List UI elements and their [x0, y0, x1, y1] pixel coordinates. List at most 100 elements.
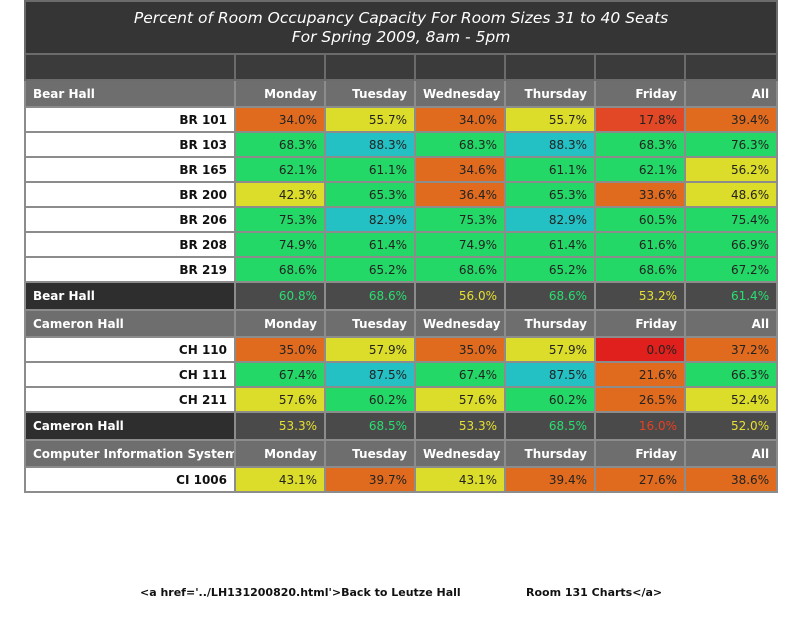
section-name: Computer Information Systems — [24, 439, 236, 468]
column-header-tuesday: Tuesday — [324, 309, 416, 338]
summary-cell: 53.2% — [594, 281, 686, 311]
occupancy-cell: 35.0% — [414, 336, 506, 363]
section-header-row: Bear Hall Monday Tuesday Wednesday Thursday F… — [24, 79, 779, 108]
occupancy-cell: 56.2% — [683, 156, 779, 183]
occupancy-cell: 82.9% — [504, 206, 596, 233]
occupancy-cell: 57.9% — [504, 336, 596, 363]
occupancy-cell: 68.3% — [594, 131, 686, 158]
occupancy-cell: 52.4% — [683, 386, 779, 413]
occupancy-cell: 62.1% — [594, 156, 686, 183]
occupancy-cell: 34.0% — [414, 106, 506, 133]
footer-text-charts[interactable]: Room 131 Charts</a> — [526, 586, 663, 599]
occupancy-cell: 88.3% — [324, 131, 416, 158]
occupancy-cell: 65.3% — [504, 181, 596, 208]
occupancy-cell: 39.4% — [504, 466, 596, 493]
spacer-cell — [24, 53, 236, 81]
summary-cell: 52.0% — [683, 411, 779, 441]
table-row: BR 103 68.3% 88.3% 68.3% 88.3% 68.3% 76.3% — [24, 131, 779, 158]
room-name: BR 219 — [24, 256, 236, 283]
occupancy-cell: 61.1% — [324, 156, 416, 183]
occupancy-cell: 33.6% — [594, 181, 686, 208]
occupancy-cell: 65.2% — [324, 256, 416, 283]
occupancy-cell: 76.3% — [683, 131, 779, 158]
column-header-monday: Monday — [234, 79, 326, 108]
occupancy-cell: 57.6% — [234, 386, 326, 413]
table-row: BR 165 62.1% 61.1% 34.6% 61.1% 62.1% 56.2% — [24, 156, 779, 183]
occupancy-cell: 60.2% — [324, 386, 416, 413]
section-name: Cameron Hall — [24, 309, 236, 338]
occupancy-report: Percent of Room Occupancy Capacity For R… — [23, 0, 779, 493]
summary-cell: 68.5% — [324, 411, 416, 441]
summary-cell: 16.0% — [594, 411, 686, 441]
summary-cell: 53.3% — [234, 411, 326, 441]
summary-cell: 68.6% — [504, 281, 596, 311]
table-row: BR 101 34.0% 55.7% 34.0% 55.7% 17.8% 39.4% — [24, 106, 779, 133]
occupancy-cell: 57.6% — [414, 386, 506, 413]
occupancy-cell: 68.6% — [594, 256, 686, 283]
occupancy-cell: 60.5% — [594, 206, 686, 233]
room-name: BR 103 — [24, 131, 236, 158]
occupancy-cell: 87.5% — [324, 361, 416, 388]
occupancy-cell: 57.9% — [324, 336, 416, 363]
occupancy-cell: 75.4% — [683, 206, 779, 233]
occupancy-cell: 66.3% — [683, 361, 779, 388]
occupancy-cell: 75.3% — [414, 206, 506, 233]
title-row: Percent of Room Occupancy Capacity For R… — [23, 0, 779, 55]
room-name: CH 211 — [24, 386, 236, 413]
room-name: BR 165 — [24, 156, 236, 183]
room-name: BR 208 — [24, 231, 236, 258]
occupancy-cell: 21.6% — [594, 361, 686, 388]
column-header-wednesday: Wednesday — [414, 309, 506, 338]
spacer-cell — [234, 53, 326, 81]
summary-cell: 61.4% — [683, 281, 779, 311]
occupancy-cell: 62.1% — [234, 156, 326, 183]
occupancy-cell: 88.3% — [504, 131, 596, 158]
footer-link-text[interactable]: <a href='../LH131200820.html'>Back to Le… — [0, 586, 800, 625]
column-header-thursday: Thursday — [504, 439, 596, 468]
room-name: CH 110 — [24, 336, 236, 363]
occupancy-cell: 37.2% — [683, 336, 779, 363]
spacer-cell — [594, 53, 686, 81]
spacer-cell — [324, 53, 416, 81]
occupancy-cell: 60.2% — [504, 386, 596, 413]
occupancy-cell: 67.4% — [234, 361, 326, 388]
occupancy-cell: 65.3% — [324, 181, 416, 208]
occupancy-cell: 68.6% — [414, 256, 506, 283]
table-row: BR 219 68.6% 65.2% 68.6% 65.2% 68.6% 67.2% — [24, 256, 779, 283]
occupancy-cell: 35.0% — [234, 336, 326, 363]
room-name: CH 111 — [24, 361, 236, 388]
occupancy-cell: 61.4% — [324, 231, 416, 258]
summary-cell: 68.5% — [504, 411, 596, 441]
occupancy-cell: 55.7% — [504, 106, 596, 133]
occupancy-cell: 26.5% — [594, 386, 686, 413]
occupancy-cell: 42.3% — [234, 181, 326, 208]
occupancy-cell: 0.0% — [594, 336, 686, 363]
occupancy-cell: 27.6% — [594, 466, 686, 493]
occupancy-cell: 67.4% — [414, 361, 506, 388]
summary-cell: 56.0% — [414, 281, 506, 311]
column-header-thursday: Thursday — [504, 79, 596, 108]
table-row: BR 200 42.3% 65.3% 36.4% 65.3% 33.6% 48.6% — [24, 181, 779, 208]
occupancy-cell: 61.1% — [504, 156, 596, 183]
summary-cell: 53.3% — [414, 411, 506, 441]
occupancy-cell: 65.2% — [504, 256, 596, 283]
column-header-friday: Friday — [594, 439, 686, 468]
occupancy-cell: 75.3% — [234, 206, 326, 233]
occupancy-cell: 36.4% — [414, 181, 506, 208]
summary-row: Bear Hall 60.8% 68.6% 56.0% 68.6% 53.2% 61.4% — [24, 281, 779, 311]
room-name: CI 1006 — [24, 466, 236, 493]
occupancy-cell: 61.6% — [594, 231, 686, 258]
footer-text-back[interactable]: <a href='../LH131200820.html'>Back to Le… — [140, 586, 461, 599]
column-header-all: All — [683, 439, 779, 468]
occupancy-cell: 43.1% — [234, 466, 326, 493]
occupancy-cell: 66.9% — [683, 231, 779, 258]
report-title: Percent of Room Occupancy Capacity For R… — [23, 0, 779, 55]
occupancy-cell: 17.8% — [594, 106, 686, 133]
occupancy-cell: 68.3% — [414, 131, 506, 158]
summary-cell: 60.8% — [234, 281, 326, 311]
column-header-wednesday: Wednesday — [414, 439, 506, 468]
room-name: BR 101 — [24, 106, 236, 133]
spacer-cell — [504, 53, 596, 81]
column-header-tuesday: Tuesday — [324, 79, 416, 108]
occupancy-cell: 34.6% — [414, 156, 506, 183]
